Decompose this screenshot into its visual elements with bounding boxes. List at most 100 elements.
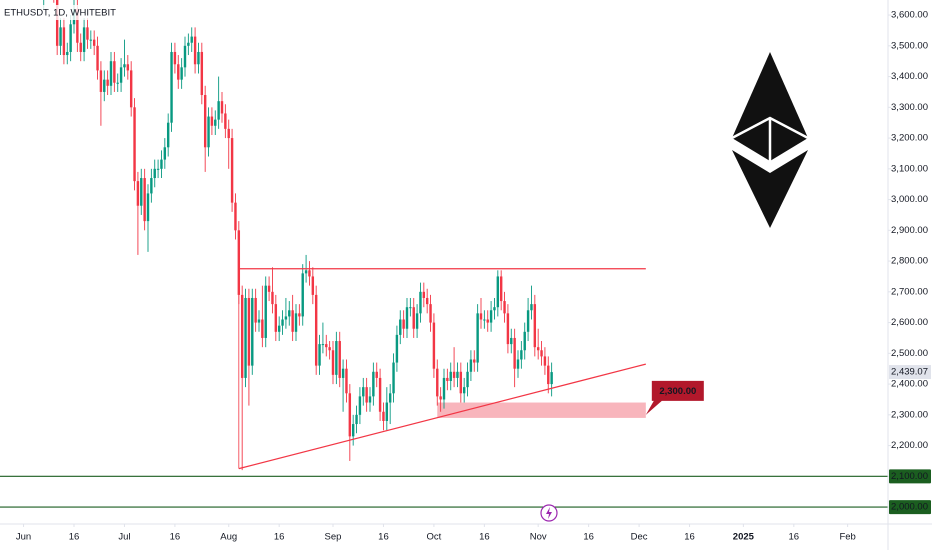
candle-body (160, 159, 163, 169)
candle-body (55, 0, 59, 46)
candle-body (446, 377, 449, 382)
candle-body (177, 64, 180, 80)
candle-body (536, 347, 540, 351)
logo-lower (732, 150, 808, 228)
candle-body (526, 310, 530, 332)
x-tick-label: 16 (583, 532, 594, 543)
ethereum-logo (731, 52, 809, 228)
candle-body (399, 319, 402, 335)
candle-body (456, 371, 459, 378)
candle-body (473, 359, 476, 363)
candle-body (328, 347, 331, 351)
candle-body (288, 310, 291, 317)
candle-body (133, 107, 136, 182)
candle-body (499, 276, 503, 302)
candle-body (462, 387, 466, 394)
candle-body (254, 297, 257, 323)
candle-body (291, 310, 294, 332)
level-tag (889, 500, 931, 515)
candle-body (395, 334, 399, 363)
candle-body (432, 322, 436, 369)
candle-body (314, 294, 318, 366)
candle-body (442, 377, 446, 400)
candle-body (348, 393, 352, 437)
candle-body (409, 307, 412, 309)
candle-body (392, 362, 395, 394)
candle-body (375, 371, 378, 378)
y-tick-label: 2,800.00 (891, 256, 928, 267)
candle-body (62, 27, 66, 56)
logo-upper (732, 52, 808, 161)
y-tick-label: 3,000.00 (891, 194, 928, 205)
candle-body (476, 313, 479, 363)
candle-body (547, 365, 550, 385)
candle-body (325, 344, 328, 348)
y-tick-label: 2,900.00 (891, 225, 928, 236)
candle-body (113, 61, 116, 83)
candle-body (503, 301, 506, 314)
candle-body (523, 331, 526, 351)
candle-body (358, 396, 362, 415)
event-icon (540, 504, 558, 522)
candle-body (119, 67, 123, 83)
candle-body (277, 325, 281, 332)
level-tag-label: 2,000.00 (891, 502, 928, 513)
x-tick-label: Jun (16, 532, 31, 543)
candle-body (466, 371, 469, 388)
candle-body (153, 168, 156, 179)
candle-body (89, 39, 93, 41)
y-tick-label: 2,700.00 (891, 286, 928, 297)
candle-body (82, 27, 86, 52)
candle-body (190, 36, 193, 43)
candle-body (516, 359, 520, 369)
price-tag-label: 2,439.07 (891, 367, 928, 378)
candle-body (92, 39, 96, 46)
candle-body (200, 51, 204, 96)
candle-body (341, 368, 345, 378)
candle-body (486, 319, 489, 323)
candle-body (415, 313, 419, 329)
y-tick-label: 3,200.00 (891, 133, 928, 144)
candle-body (530, 304, 533, 311)
candle-body (506, 313, 510, 345)
candle-body (429, 304, 432, 323)
candle-body (382, 411, 385, 421)
candle-body (240, 294, 244, 378)
candle-body (483, 319, 486, 321)
x-tick-label: Dec (631, 532, 648, 543)
candle-body (234, 202, 237, 231)
candle-body (368, 396, 372, 403)
candle-body (304, 270, 308, 274)
candle-body (308, 270, 311, 277)
candle-body (436, 368, 439, 397)
zone (437, 402, 646, 418)
candle-body (533, 304, 537, 348)
candle-body (156, 168, 160, 170)
candle-body (311, 276, 315, 295)
y-tick-label: 3,600.00 (891, 10, 928, 21)
candle-body (197, 51, 200, 65)
candle-body (103, 79, 106, 92)
candle-body (385, 402, 389, 421)
y-tick-label: 3,500.00 (891, 40, 928, 51)
x-tick-label: 16 (789, 532, 800, 543)
candle-body (146, 193, 150, 222)
candle-body (217, 101, 220, 120)
candle-body (86, 27, 89, 40)
candle-body (520, 350, 523, 360)
x-tick-label: Jul (118, 532, 130, 543)
candle-body (220, 101, 224, 114)
candle-body (355, 414, 358, 425)
candle-body (321, 344, 325, 346)
candle-body (150, 178, 153, 194)
candle-body (365, 387, 368, 403)
candle-body (126, 64, 130, 71)
candle-body (479, 313, 483, 320)
candle-body (331, 350, 335, 375)
candle-body (123, 64, 126, 68)
candle-body (180, 67, 183, 80)
candle-body (214, 119, 217, 126)
x-tick-label: 16 (69, 532, 80, 543)
y-tick-label: 3,100.00 (891, 163, 928, 174)
